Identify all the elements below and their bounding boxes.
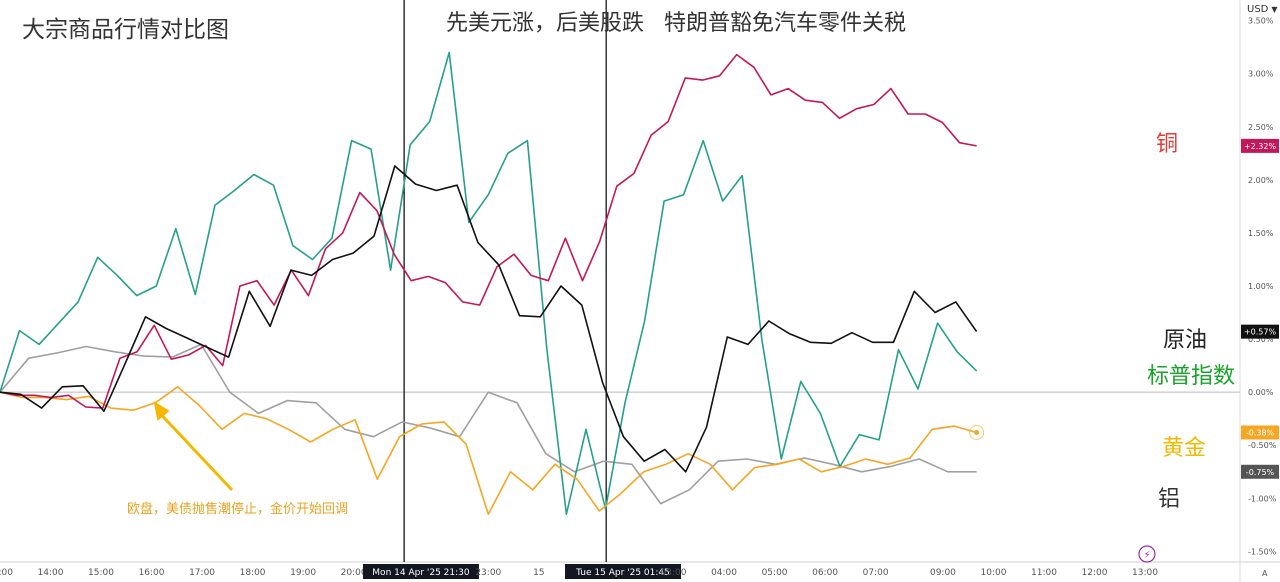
chart-title: 大宗商品行情对比图 [22,17,229,43]
y-tick-label: -0.50% [1248,441,1277,450]
x-tick-label: 11:00 [1031,568,1057,578]
x-tick-label: 15:00 [88,568,114,578]
last-value-tag [1241,324,1279,339]
series-label-copper: 铜 [1156,132,1179,157]
series-line-4 [0,343,977,505]
currency-label: USD [1247,4,1269,15]
series-label-crude: 原油 [1163,328,1208,353]
chevron-down-icon[interactable]: ▼ [1271,5,1278,14]
last-value-tag-text: -0.75% [1246,468,1275,477]
x-tick-label: 05:00 [762,568,788,578]
x-tick-highlight [565,564,682,579]
x-tick-label: 03:00 [661,568,687,578]
y-tick-label: 0.00% [1248,388,1274,397]
x-tick-label: 23:00 [475,568,501,578]
last-value-tag-text: +0.57% [1244,328,1277,337]
gold-last-dot [974,429,980,435]
x-tick-label: 12:00 [1082,568,1108,578]
series-line-0 [0,53,977,409]
x-tick-label: 06:00 [812,568,838,578]
annotation-arrow-head [153,400,170,421]
y-tick-label: 3.50% [1248,17,1274,26]
x-tick-label: 13:00 [0,568,13,578]
x-tick-label: 20:00 [341,568,367,578]
x-tick-label: 10:00 [980,568,1006,578]
x-tick-label: 14:00 [38,568,64,578]
y-tick-label: 1.00% [1248,282,1274,291]
annotation-usd-rise: 先美元涨，后美股跌 [446,11,645,36]
x-tick-label: 15 [533,568,544,578]
y-tick-label: 3.00% [1248,70,1274,79]
series-label-aluminum: 铝 [1158,487,1181,512]
series-line-1 [0,165,978,473]
x-tick-label: 07:00 [863,568,889,578]
y-tick-label: -1.50% [1248,547,1277,556]
lightning-glyph: ⚡ [1143,550,1150,561]
annotation-gold-pullback: 欧盘，美债抛售潮停止，金价开始回调 [127,502,349,517]
x-tick-label: 16:00 [139,568,165,578]
auto-scale-icon: A [1262,569,1268,578]
series-label-gold: 黄金 [1162,436,1207,461]
last-value-tag-text: +2.32% [1244,142,1277,151]
last-value-tag [1241,425,1279,440]
gold-last-marker [969,424,985,440]
x-tick-highlight [362,564,479,579]
last-value-tag-text: -0.38% [1246,428,1275,437]
x-tick-label: Mon 14 Apr '25 21:30 [372,568,470,578]
series-label-sp: 标普指数 [1147,364,1236,389]
x-tick-label: 13:00 [1132,568,1158,578]
annotation-tariff-exemption: 特朗普豁免汽车零件关税 [664,11,907,36]
x-tick-label: 09:00 [930,568,956,578]
annotation-arrow-shaft [158,411,234,492]
x-tick-label: 17:00 [189,568,215,578]
y-tick-label: 2.50% [1248,123,1274,132]
y-tick-label: 2.00% [1248,176,1274,185]
last-value-tag [1241,138,1279,153]
x-tick-label: 04:00 [711,568,737,578]
x-tick-label: 18:00 [240,568,266,578]
y-tick-label: 0.50% [1248,335,1274,344]
x-tick-label: 19:00 [290,568,316,578]
lightning-icon [1138,545,1156,563]
currency-selector[interactable]: USD ▼ [1247,4,1278,15]
last-value-tag [1241,464,1279,479]
y-tick-label: 1.50% [1248,229,1274,238]
x-tick-label: Tue 15 Apr '25 01:45 [575,568,670,578]
series-line-3 [0,385,977,516]
y-tick-label: -1.00% [1248,494,1277,503]
series-line-2 [0,51,978,516]
